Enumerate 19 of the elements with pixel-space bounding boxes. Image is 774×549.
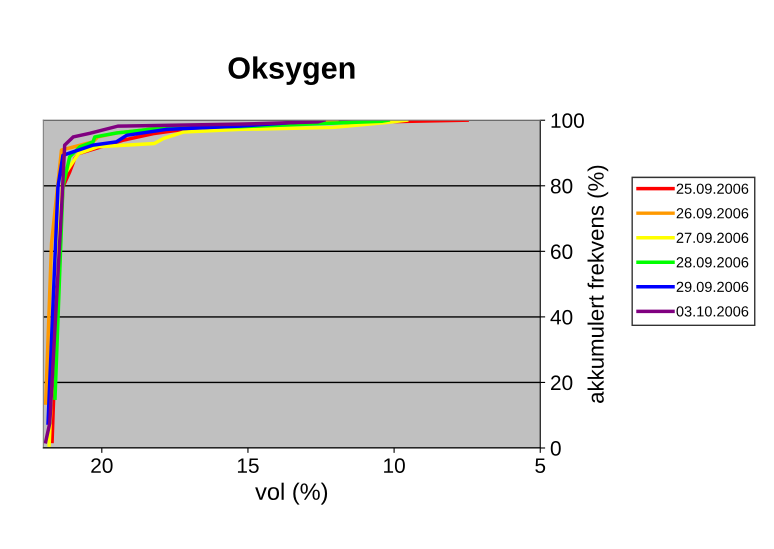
chart-title: Oksygen xyxy=(228,56,354,86)
x-tick-label: 10 xyxy=(384,458,405,474)
legend-label: 25.09.2006 xyxy=(676,184,748,194)
legend-label: 28.09.2006 xyxy=(676,257,748,268)
legend-label: 27.09.2006 xyxy=(676,232,748,243)
legend-label: 03.10.2006 xyxy=(676,306,748,317)
x-tick-label: 20 xyxy=(91,458,113,474)
y-tick-label: 80 xyxy=(550,178,572,194)
y-tick-label: 20 xyxy=(551,375,572,390)
y-tick-label: 60 xyxy=(551,244,572,260)
x-tick-label: 5 xyxy=(535,458,546,474)
y-tick-label: 0 xyxy=(550,440,561,456)
y-tick-label: 40 xyxy=(550,310,572,325)
legend-label: 26.09.2006 xyxy=(676,208,748,218)
legend-label: 29.09.2006 xyxy=(676,282,748,292)
y-axis-title: akkumulert frekvens (%) xyxy=(588,166,608,403)
y-tick-label: 100 xyxy=(552,113,584,128)
x-tick-label: 15 xyxy=(238,458,259,474)
x-axis-title: vol (%) xyxy=(255,482,328,505)
